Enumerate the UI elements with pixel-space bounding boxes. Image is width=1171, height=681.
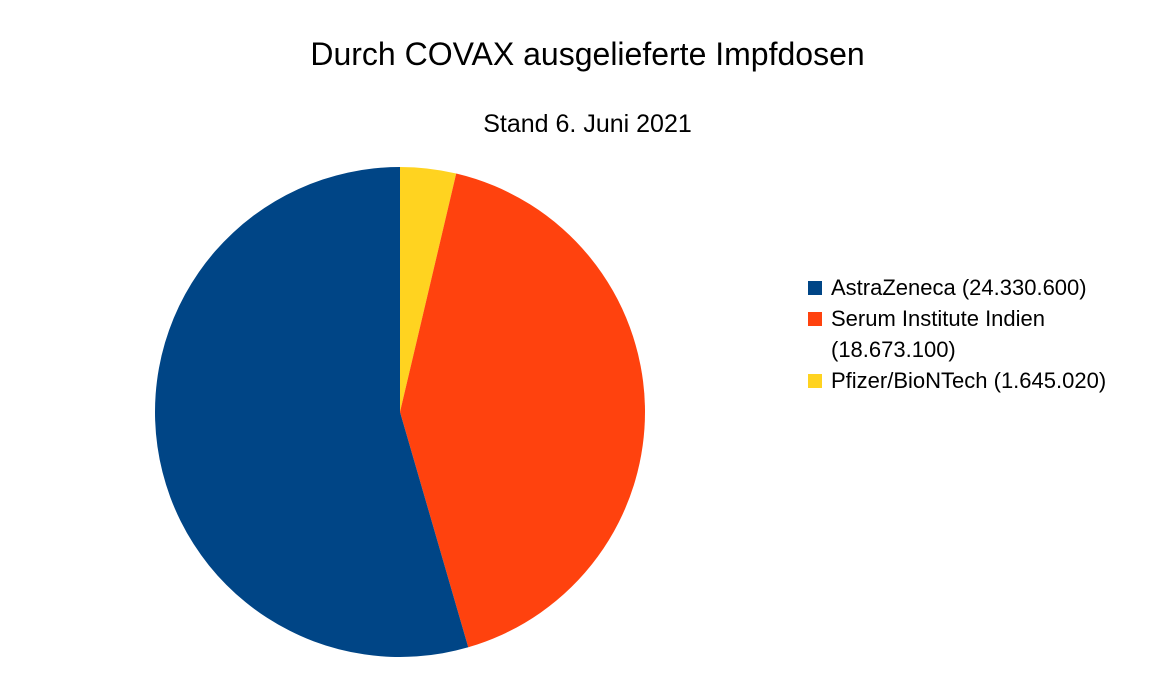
pie-slice-2 — [400, 167, 457, 412]
pie-slice-0 — [155, 167, 469, 657]
chart-subtitle: Stand 6. Juni 2021 — [483, 110, 692, 138]
legend-item-pfizer-biontech: Pfizer/BioNTech (1.645.020) — [808, 365, 1163, 396]
legend-label: AstraZeneca (24.330.600) — [831, 275, 1087, 300]
legend-swatch — [808, 374, 822, 388]
pie-slice-1 — [400, 173, 645, 648]
legend-item-serum-institute: Serum Institute Indien (18.673.100) — [808, 303, 1163, 365]
legend-item-astrazeneca: AstraZeneca (24.330.600) — [808, 272, 1163, 303]
legend-swatch — [808, 281, 822, 295]
legend: AstraZeneca (24.330.600) Serum Institute… — [808, 272, 1163, 396]
legend-swatch — [808, 312, 822, 326]
chart-title: Durch COVAX ausgelieferte Impfdosen — [310, 36, 865, 72]
legend-label: Pfizer/BioNTech (1.645.020) — [831, 368, 1107, 393]
legend-label: Serum Institute Indien (18.673.100) — [831, 306, 1046, 362]
